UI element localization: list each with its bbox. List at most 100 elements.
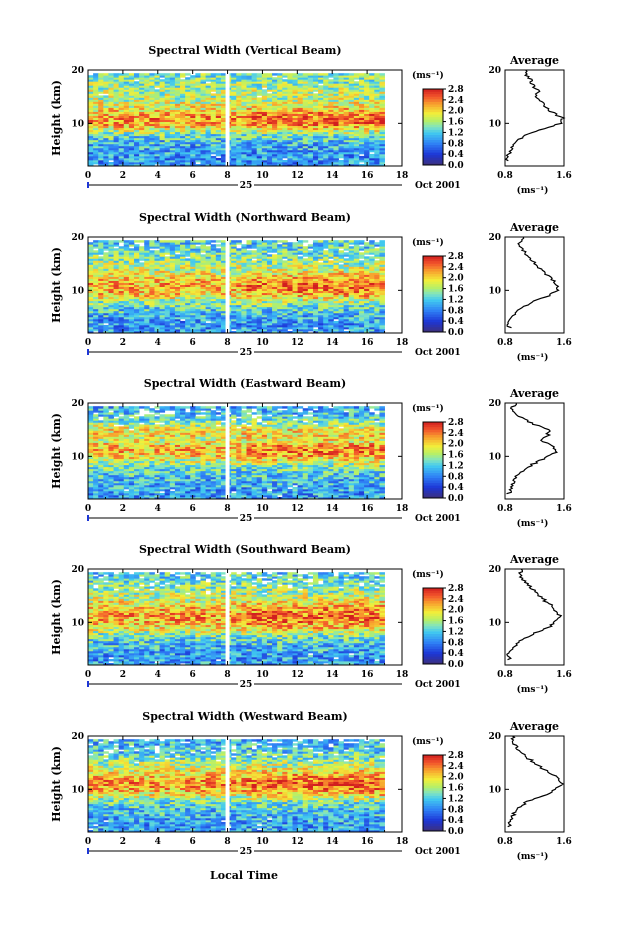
heatmap-cell (195, 310, 201, 314)
heatmap-cell (159, 123, 166, 127)
heatmap-cell (180, 137, 186, 141)
heatmap-cell (134, 101, 140, 104)
heatmap-cell (318, 117, 324, 120)
heatmap-cell (246, 73, 253, 76)
heatmap-cell (328, 107, 334, 110)
heatmap-cell (180, 125, 186, 129)
heatmap-cell (159, 282, 166, 285)
heatmap-cell (231, 87, 237, 90)
heatmap-cell (180, 294, 186, 298)
heatmap-cell (236, 153, 242, 157)
heatmap-cell (287, 73, 293, 76)
heatmap-cell (374, 129, 380, 133)
heatmap-cell (149, 77, 155, 80)
heatmap-cell (139, 264, 145, 267)
heatmap-cell (369, 123, 375, 127)
heatmap-cell (128, 254, 135, 257)
colorbar-swatch (423, 129, 443, 133)
heatmap-cell (333, 123, 339, 127)
heatmap-cell (369, 159, 375, 163)
heatmap-cell (190, 304, 196, 308)
heatmap-cell (88, 296, 94, 300)
heatmap-cell (180, 87, 186, 90)
heatmap-cell (379, 143, 385, 147)
heatmap-cell (174, 296, 181, 300)
heatmap-cell (369, 111, 375, 114)
heatmap-cell (164, 125, 171, 129)
heatmap-cell (185, 99, 191, 102)
heatmap-cell (113, 83, 120, 86)
heatmap-cell (272, 133, 278, 137)
heatmap-cell (113, 133, 120, 137)
heatmap-cell (93, 244, 99, 247)
heatmap-cell (210, 101, 217, 104)
heatmap-cell (328, 87, 334, 90)
heatmap-cell (261, 153, 268, 157)
heatmap-cell (185, 258, 191, 261)
heatmap-cell (241, 304, 247, 308)
heatmap-cell (159, 137, 166, 141)
heatmap-cell (333, 139, 339, 143)
heatmap-cell (144, 324, 150, 328)
heatmap-cell (272, 153, 278, 157)
heatmap-cell (195, 155, 201, 159)
heatmap-cell (246, 314, 253, 318)
heatmap-cell (220, 262, 227, 265)
heatmap-cell (200, 288, 206, 292)
heatmap-cell (353, 125, 360, 129)
heatmap-cell (128, 296, 135, 300)
heatmap-cell (169, 310, 176, 314)
heatmap-cell (93, 91, 99, 94)
heatmap-cell (287, 121, 293, 125)
heatmap-cell (282, 109, 288, 112)
heatmap-cell (195, 113, 201, 116)
heatmap-cell (364, 121, 370, 125)
heatmap-cell (139, 125, 145, 129)
heatmap-cell (180, 300, 186, 304)
heatmap-cell (236, 107, 242, 110)
heatmap-cell (379, 147, 385, 151)
heatmap-cell (134, 262, 140, 265)
heatmap-cell (185, 316, 191, 320)
heatmap-cell (292, 242, 299, 245)
heatmap-cell (297, 91, 304, 94)
heatmap-cell (328, 133, 334, 137)
colorbar-swatch (423, 104, 443, 108)
heatmap-cell (215, 278, 222, 281)
heatmap-cell (149, 89, 155, 92)
heatmap-cell (241, 294, 247, 298)
heatmap-cell (272, 89, 278, 92)
heatmap-cell (88, 89, 94, 92)
heatmap-cell (108, 125, 114, 129)
heatmap-cell (164, 149, 171, 153)
heatmap-cell (353, 151, 360, 155)
heatmap-cell (205, 137, 212, 141)
heatmap-cell (93, 256, 99, 259)
heatmap-cell (103, 137, 109, 141)
heatmap-cell (180, 113, 186, 116)
heatmap-cell (364, 151, 370, 155)
heatmap-cell (108, 121, 114, 125)
heatmap-cell (93, 290, 99, 294)
heatmap-cell (215, 77, 222, 80)
colorbar-tick-label: 1.2 (448, 128, 464, 138)
heatmap-cell (241, 280, 247, 283)
heatmap-cell (88, 81, 94, 84)
heatmap-cell (113, 99, 120, 102)
heatmap-cell (103, 276, 109, 279)
heatmap-cell (205, 151, 212, 155)
colorbar-swatch (423, 134, 443, 138)
heatmap-cell (108, 268, 114, 271)
heatmap-cell (251, 111, 258, 114)
heatmap-cell (323, 135, 329, 139)
heatmap-cell (93, 306, 99, 310)
heatmap-cell (205, 290, 212, 294)
heatmap-cell (236, 121, 242, 125)
heatmap-cell (118, 111, 125, 114)
heatmap-cell (93, 272, 99, 275)
heatmap-cell (169, 123, 176, 127)
heatmap-cell (154, 262, 160, 265)
heatmap-cell (205, 123, 212, 127)
heatmap-cell (108, 328, 114, 332)
heatmap-cell (139, 151, 145, 155)
